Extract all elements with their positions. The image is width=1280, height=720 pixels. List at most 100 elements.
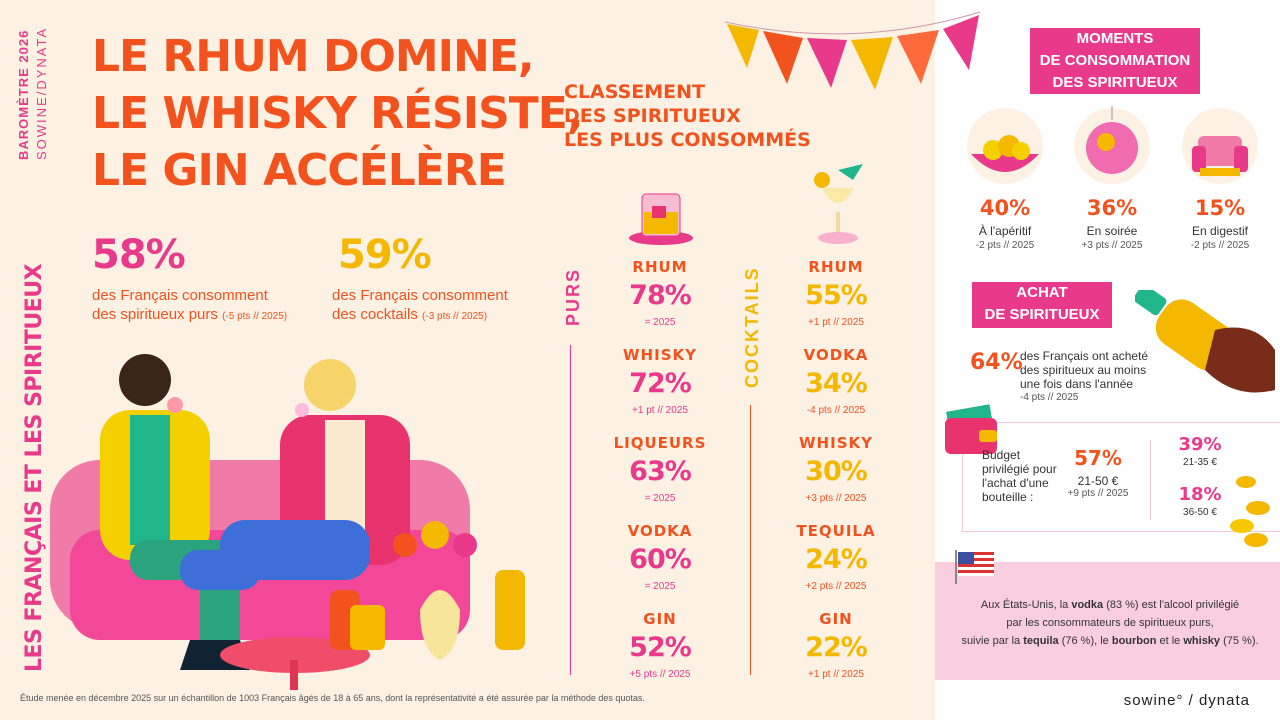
usa-text: Aux États-Unis, la vodka (83 %) est l'al… [955,596,1265,650]
achat-title-line1: ACHAT [1016,284,1068,301]
moment-item: 15% En digestif -2 pts // 2025 [1175,196,1265,251]
usa-l3a: suivie par la [961,635,1024,647]
cocktails-rank-pct: 24% [805,544,868,575]
achat-pct: 64% [970,350,1023,375]
moment-label: À l'apéritif [978,224,1032,238]
usa-l3c: (76 %), le [1058,635,1112,647]
purs-rank-name: LIQUEURS [613,434,707,452]
purs-rank-name: RHUM [632,258,688,276]
cocktails-axis-line [750,405,751,675]
cocktails-rank-name: VODKA [803,346,869,364]
cocktail-glass-icon [814,164,863,244]
usa-box [935,562,1280,680]
stat-purs-note: (-5 pts // 2025) [222,311,288,322]
purs-rank-name: WHISKY [623,346,697,364]
ranking-title: CLASSEMENT DES SPIRITUEUX LES PLUS CONSO… [564,80,811,152]
usa-whisky: whisky [1183,635,1221,647]
moment-note: -2 pts // 2025 [1190,240,1250,251]
cocktails-rank-item: GIN 22% +1 pt // 2025 [766,610,906,680]
purs-label: PURS [563,267,583,326]
cocktails-rank-name: WHISKY [799,434,873,452]
cocktails-rank-item: RHUM 55% +1 pt // 2025 [766,258,906,328]
purs-rank-pct: 78% [629,280,692,311]
purs-rank-pct: 60% [629,544,692,575]
stat-purs-line1: des Français consomment [92,287,268,304]
budget-main: 57% 21-50 € +9 pts // 2025 [1064,446,1132,499]
armchair-icon [1182,108,1258,184]
stat-cocktails-line1: des Français consomment [332,287,508,304]
cocktails-rank-note: +3 pts // 2025 [805,493,867,504]
barometer-title: BAROMÈTRE 2026 [16,29,31,160]
purs-rank-note: +1 pt // 2025 [632,405,688,416]
usa-l3e: et le [1156,635,1184,647]
moments-title-line3: DES SPIRITUEUX [1052,74,1178,91]
cocktails-rank-note: +1 pt // 2025 [808,669,864,680]
purs-rank-item: GIN 52% +5 pts // 2025 [590,610,730,680]
usa-tequila: tequila [1023,635,1059,647]
ranking-title-line2: DES SPIRITUEUX [564,105,741,127]
cocktails-label: COCKTAILS [742,266,762,388]
usa-vodka: vodka [1071,599,1104,611]
cocktails-rank-note: -4 pts // 2025 [806,405,866,416]
footnote: Étude menée en décembre 2025 sur un écha… [20,693,645,703]
purs-rank-pct: 63% [629,456,692,487]
hand-bottle-icon [1135,290,1275,393]
cocktails-rank-pct: 34% [805,368,868,399]
barometer-subtitle: SOWINE/DYNATA [34,26,49,160]
cocktails-rank-pct: 22% [805,632,868,663]
moment-pct: 36% [1086,196,1138,220]
achat-text-line2: des spiritueux au moins [1020,363,1147,377]
achat-text-line3: une fois dans l'année [1020,377,1134,391]
moments-title-line1: MOMENTS [1076,30,1154,47]
budget-label-line4: bouteille : [982,490,1034,504]
stat-purs-text: des Français consomment des spiritueux p… [92,286,287,326]
stat-cocktails-value: 59% [338,232,432,278]
wallet-icon [945,404,997,454]
headline-line-3: LE GIN ACCÉLÈRE [92,145,507,196]
budget-box [962,422,1280,532]
moment-item: 40% À l'apéritif -2 pts // 2025 [960,196,1050,251]
usa-bourbon: bourbon [1111,635,1157,647]
stat-purs-line2: des spiritueux purs [92,306,218,323]
budget-option-1-pct: 39% [1178,434,1222,455]
purs-rank-note: = 2025 [644,581,676,592]
ranking-title-line1: CLASSEMENT [564,81,705,103]
achat-note: -4 pts // 2025 [1020,392,1079,403]
moment-label: En digestif [1191,224,1249,238]
moments-title: MOMENTS DE CONSOMMATION DES SPIRITUEUX [1030,28,1200,94]
cocktails-rank-item: WHISKY 30% +3 pts // 2025 [766,434,906,504]
budget-option-1-range: 21-35 € [1183,457,1217,468]
stat-cocktails-line2: des cocktails [332,306,418,323]
purs-rank-name: GIN [643,610,677,628]
budget-label-line3: l'achat d'une [982,476,1049,490]
ranking-title-line3: LES PLUS CONSOMMÉS [564,129,811,151]
purs-rank-item: RHUM 78% = 2025 [590,258,730,328]
usa-flag-icon [955,550,994,584]
cocktails-rank-name: TEQUILA [796,522,876,540]
budget-option-1: 39% 21-35 € [1172,434,1228,468]
stat-cocktails-note: (-3 pts // 2025) [422,311,488,322]
purs-rank-item: WHISKY 72% +1 pt // 2025 [590,346,730,416]
usa-l1a: Aux États-Unis, la [980,599,1072,611]
budget-label-line2: privilégié pour [982,462,1057,476]
budget-main-pct: 57% [1074,446,1122,470]
headline-line-1: LE RHUM DOMINE, [92,31,535,82]
bunting-flags [725,11,981,90]
budget-main-note: +9 pts // 2025 [1067,488,1129,499]
brand-logo: sowine° / dynata [1123,692,1250,709]
budget-main-range: 21-50 € [1077,474,1119,488]
purs-rank-note: = 2025 [644,317,676,328]
purs-rank-note: = 2025 [644,493,676,504]
budget-divider [1150,440,1151,520]
headline: LE RHUM DOMINE, LE WHISKY RÉSISTE, LE GI… [92,28,584,199]
moments-title-line2: DE CONSOMMATION [1039,52,1191,69]
cocktails-rank-note: +1 pt // 2025 [808,317,864,328]
moment-pct: 15% [1194,196,1246,220]
stat-cocktails-text: des Français consomment des cocktails (-… [332,286,508,326]
budget-label: Budget privilégié pour l'achat d'une bou… [982,448,1057,504]
purs-rank-pct: 72% [629,368,692,399]
headline-line-2: LE WHISKY RÉSISTE, [92,88,584,139]
illustration-friends-sofa [50,354,525,690]
budget-option-2: 18% 36-50 € [1172,484,1228,518]
moment-note: -2 pts // 2025 [975,240,1035,251]
